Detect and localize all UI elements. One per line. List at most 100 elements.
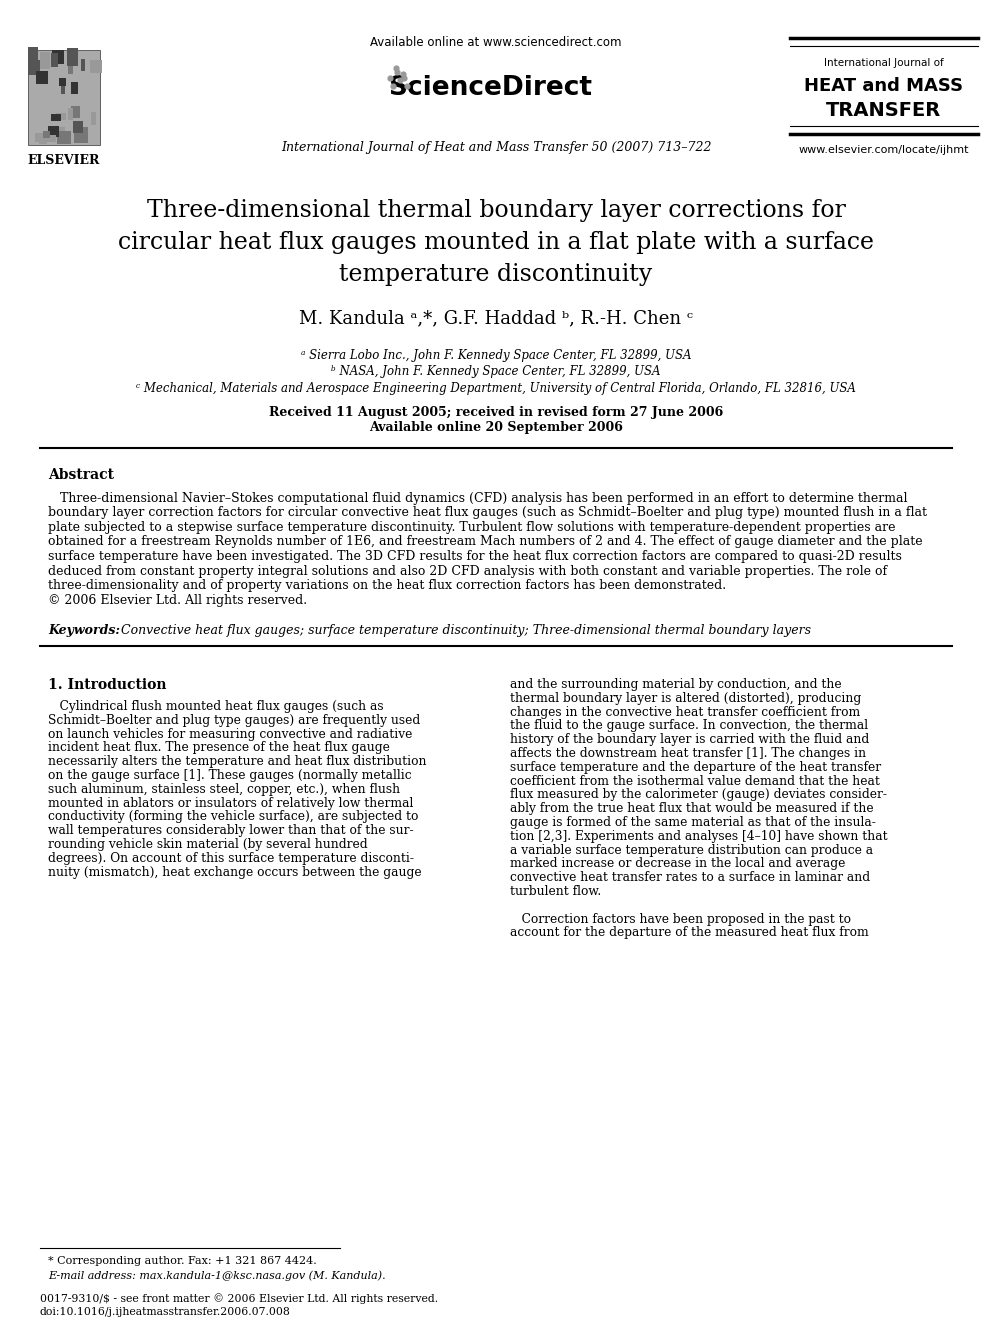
- Text: plate subjected to a stepwise surface temperature discontinuity. Turbulent flow : plate subjected to a stepwise surface te…: [48, 521, 896, 534]
- Bar: [53, 50, 63, 64]
- Point: [382, 67, 398, 89]
- Text: affects the downstream heat transfer [1]. The changes in: affects the downstream heat transfer [1]…: [510, 747, 866, 759]
- Text: changes in the convective heat transfer coefficient from: changes in the convective heat transfer …: [510, 705, 860, 718]
- Point: [385, 75, 401, 97]
- Text: Received 11 August 2005; received in revised form 27 June 2006: Received 11 August 2005; received in rev…: [269, 406, 723, 419]
- Text: TRANSFER: TRANSFER: [826, 101, 941, 119]
- Text: Available online at www.sciencedirect.com: Available online at www.sciencedirect.co…: [370, 36, 622, 49]
- Bar: [68, 107, 72, 116]
- Text: such aluminum, stainless steel, copper, etc.), when flush: such aluminum, stainless steel, copper, …: [48, 783, 400, 796]
- Text: nuity (mismatch), heat exchange occurs between the gauge: nuity (mismatch), heat exchange occurs b…: [48, 865, 422, 878]
- Text: ELSEVIER: ELSEVIER: [28, 153, 100, 167]
- Text: and the surrounding material by conduction, and the: and the surrounding material by conducti…: [510, 677, 841, 691]
- Point: [399, 75, 415, 97]
- Text: necessarily alters the temperature and heat flux distribution: necessarily alters the temperature and h…: [48, 755, 427, 769]
- Text: on the gauge surface [1]. These gauges (normally metallic: on the gauge surface [1]. These gauges (…: [48, 769, 412, 782]
- Text: history of the boundary layer is carried with the fluid and: history of the boundary layer is carried…: [510, 733, 869, 746]
- Text: * Corresponding author. Fax: +1 321 867 4424.: * Corresponding author. Fax: +1 321 867 …: [48, 1256, 316, 1266]
- Text: deduced from constant property integral solutions and also 2D CFD analysis with : deduced from constant property integral …: [48, 565, 887, 578]
- Bar: [71, 106, 80, 118]
- Bar: [60, 78, 65, 86]
- Bar: [28, 50, 100, 146]
- Point: [395, 64, 411, 85]
- Text: rounding vehicle skin material (by several hundred: rounding vehicle skin material (by sever…: [48, 837, 368, 851]
- Text: temperature discontinuity: temperature discontinuity: [339, 262, 653, 286]
- Text: ScienceDirect: ScienceDirect: [388, 75, 592, 101]
- Bar: [73, 120, 83, 134]
- Text: Available online 20 September 2006: Available online 20 September 2006: [369, 422, 623, 434]
- Text: the fluid to the gauge surface. In convection, the thermal: the fluid to the gauge surface. In conve…: [510, 720, 868, 733]
- Bar: [35, 134, 46, 143]
- Bar: [52, 53, 58, 67]
- Bar: [56, 114, 66, 120]
- Text: boundary layer correction factors for circular convective heat flux gauges (such: boundary layer correction factors for ci…: [48, 507, 927, 520]
- Text: three-dimensionality and of property variations on the heat flux correction fact: three-dimensionality and of property var…: [48, 579, 726, 591]
- Text: convective heat transfer rates to a surface in laminar and: convective heat transfer rates to a surf…: [510, 872, 870, 884]
- Text: ably from the true heat flux that would be measured if the: ably from the true heat flux that would …: [510, 802, 874, 815]
- Text: 0017-9310/$ - see front matter © 2006 Elsevier Ltd. All rights reserved.: 0017-9310/$ - see front matter © 2006 El…: [40, 1293, 438, 1303]
- Bar: [67, 48, 78, 66]
- Text: surface temperature have been investigated. The 3D CFD results for the heat flux: surface temperature have been investigat…: [48, 550, 902, 564]
- Bar: [57, 127, 65, 136]
- Text: M. Kandula ᵃ,*, G.F. Haddad ᵇ, R.-H. Chen ᶜ: M. Kandula ᵃ,*, G.F. Haddad ᵇ, R.-H. Che…: [299, 310, 693, 327]
- Text: gauge is formed of the same material as that of the insula-: gauge is formed of the same material as …: [510, 816, 876, 830]
- Bar: [91, 111, 95, 126]
- Text: mounted in ablators or insulators of relatively low thermal: mounted in ablators or insulators of rel…: [48, 796, 414, 810]
- Text: surface temperature and the departure of the heat transfer: surface temperature and the departure of…: [510, 761, 881, 774]
- Text: marked increase or decrease in the local and average: marked increase or decrease in the local…: [510, 857, 845, 871]
- Bar: [39, 134, 47, 144]
- Text: coefficient from the isothermal value demand that the heat: coefficient from the isothermal value de…: [510, 774, 880, 787]
- Bar: [66, 58, 71, 66]
- Text: ᶜ Mechanical, Materials and Aerospace Engineering Department, University of Cent: ᶜ Mechanical, Materials and Aerospace En…: [136, 381, 856, 394]
- Bar: [67, 64, 73, 74]
- Text: circular heat flux gauges mounted in a flat plate with a surface: circular heat flux gauges mounted in a f…: [118, 230, 874, 254]
- Bar: [28, 46, 39, 60]
- Bar: [30, 62, 39, 73]
- Text: incident heat flux. The presence of the heat flux gauge: incident heat flux. The presence of the …: [48, 741, 390, 754]
- Bar: [62, 81, 65, 94]
- Text: wall temperatures considerably lower than that of the sur-: wall temperatures considerably lower tha…: [48, 824, 414, 837]
- Text: Three-dimensional thermal boundary layer corrections for: Three-dimensional thermal boundary layer…: [147, 198, 845, 221]
- Text: Schmidt–Boelter and plug type gauges) are frequently used: Schmidt–Boelter and plug type gauges) ar…: [48, 714, 421, 726]
- Point: [389, 61, 405, 82]
- Text: doi:10.1016/j.ijheatmasstransfer.2006.07.008: doi:10.1016/j.ijheatmasstransfer.2006.07…: [40, 1307, 291, 1316]
- Point: [392, 69, 408, 90]
- Text: International Journal of: International Journal of: [824, 58, 943, 67]
- Bar: [71, 82, 77, 94]
- Text: a variable surface temperature distribution can produce a: a variable surface temperature distribut…: [510, 844, 873, 856]
- Text: International Journal of Heat and Mass Transfer 50 (2007) 713–722: International Journal of Heat and Mass T…: [281, 142, 711, 155]
- Text: Abstract: Abstract: [48, 468, 114, 482]
- Text: obtained for a freestream Reynolds number of 1E6, and freestream Mach numbers of: obtained for a freestream Reynolds numbe…: [48, 536, 923, 549]
- Text: www.elsevier.com/locate/ijhmt: www.elsevier.com/locate/ijhmt: [799, 146, 969, 155]
- Bar: [68, 108, 73, 119]
- Text: 1. Introduction: 1. Introduction: [48, 677, 167, 692]
- Bar: [81, 60, 84, 71]
- Text: ᵃ Sierra Lobo Inc., John F. Kennedy Space Center, FL 32899, USA: ᵃ Sierra Lobo Inc., John F. Kennedy Spac…: [301, 349, 691, 363]
- Bar: [58, 131, 71, 144]
- Text: HEAT and MASS: HEAT and MASS: [805, 77, 963, 95]
- Text: degrees). On account of this surface temperature disconti-: degrees). On account of this surface tem…: [48, 852, 414, 865]
- Text: ᵇ NASA, John F. Kennedy Space Center, FL 32899, USA: ᵇ NASA, John F. Kennedy Space Center, FL…: [331, 365, 661, 378]
- Point: [396, 67, 412, 89]
- Point: [388, 57, 404, 78]
- Text: Keywords:: Keywords:: [48, 624, 120, 636]
- Text: conductivity (forming the vehicle surface), are subjected to: conductivity (forming the vehicle surfac…: [48, 811, 419, 823]
- Text: Convective heat flux gauges; surface temperature discontinuity; Three-dimensiona: Convective heat flux gauges; surface tem…: [113, 624, 811, 636]
- Text: E-mail address: max.kandula-1@ksc.nasa.gov (M. Kandula).: E-mail address: max.kandula-1@ksc.nasa.g…: [48, 1270, 386, 1281]
- Text: thermal boundary layer is altered (distorted), producing: thermal boundary layer is altered (disto…: [510, 692, 861, 705]
- Bar: [43, 131, 50, 139]
- Bar: [52, 114, 61, 120]
- Bar: [29, 60, 40, 75]
- Text: Correction factors have been proposed in the past to: Correction factors have been proposed in…: [510, 913, 851, 926]
- Text: turbulent flow.: turbulent flow.: [510, 885, 601, 898]
- Bar: [36, 71, 48, 85]
- Bar: [48, 126, 59, 136]
- Text: account for the departure of the measured heat flux from: account for the departure of the measure…: [510, 926, 869, 939]
- Text: Cylindrical flush mounted heat flux gauges (such as: Cylindrical flush mounted heat flux gaug…: [48, 700, 384, 713]
- Bar: [90, 61, 102, 73]
- Text: Three-dimensional Navier–Stokes computational fluid dynamics (CFD) analysis has : Three-dimensional Navier–Stokes computat…: [48, 492, 908, 505]
- Bar: [73, 127, 88, 143]
- Text: tion [2,3]. Experiments and analyses [4–10] have shown that: tion [2,3]. Experiments and analyses [4–…: [510, 830, 888, 843]
- Bar: [45, 135, 56, 142]
- Text: flux measured by the calorimeter (gauge) deviates consider-: flux measured by the calorimeter (gauge)…: [510, 789, 887, 802]
